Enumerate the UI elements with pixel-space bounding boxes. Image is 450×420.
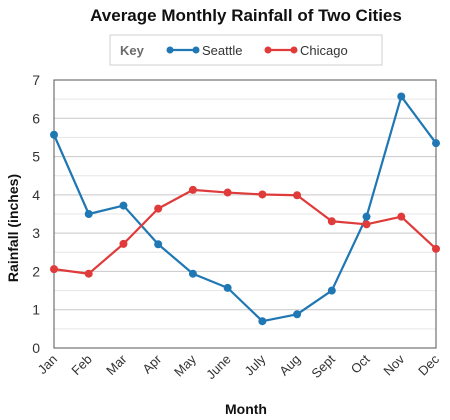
x-axis-title: Month xyxy=(225,401,267,417)
legend-title: Key xyxy=(120,43,145,58)
legend: Key Seattle Chicago xyxy=(109,34,383,66)
x-tick-label: Sept xyxy=(308,351,338,381)
data-point-chicago xyxy=(223,188,232,197)
data-point-seattle xyxy=(188,269,197,278)
data-point-chicago xyxy=(119,239,128,248)
x-tick-label: May xyxy=(171,351,199,379)
legend-marker xyxy=(290,46,298,54)
data-point-chicago xyxy=(432,244,440,253)
data-point-seattle xyxy=(223,283,232,292)
y-tick-label: 5 xyxy=(32,149,40,165)
y-tick-label: 1 xyxy=(32,302,40,318)
x-tick-label: Dec xyxy=(415,351,442,378)
series-seattle xyxy=(50,92,440,326)
x-tick-label: Oct xyxy=(348,351,373,376)
data-point-seattle xyxy=(119,201,128,210)
data-point-seattle xyxy=(258,317,267,326)
series-chicago xyxy=(50,185,440,278)
data-point-seattle xyxy=(84,210,93,218)
legend-label: Chicago xyxy=(300,43,348,58)
legend-item-chicago: Chicago xyxy=(264,43,348,58)
y-tick-label: 3 xyxy=(32,225,40,241)
data-point-seattle xyxy=(362,212,371,221)
legend-marker xyxy=(192,46,200,54)
y-tick-label: 2 xyxy=(32,263,40,279)
data-point-seattle xyxy=(293,310,302,319)
data-point-chicago xyxy=(327,217,336,226)
data-point-chicago xyxy=(154,204,163,213)
x-tick-label: Nov xyxy=(380,351,407,378)
data-point-seattle xyxy=(432,139,440,148)
plot-frame xyxy=(53,79,437,349)
data-point-chicago xyxy=(362,220,371,229)
x-tick-label: June xyxy=(203,352,234,383)
legend-box xyxy=(109,34,383,66)
data-point-seattle xyxy=(154,240,163,249)
data-point-chicago xyxy=(258,190,267,199)
series-line-chicago xyxy=(53,188,437,275)
data-point-chicago xyxy=(50,265,58,274)
x-tick-label: Feb xyxy=(68,352,94,378)
data-point-chicago xyxy=(293,191,302,200)
data-point-seattle xyxy=(50,130,58,139)
series-line-seattle xyxy=(52,95,437,323)
x-tick-label: July xyxy=(242,351,269,378)
chart-title: Average Monthly Rainfall of Two Cities xyxy=(90,6,402,25)
data-point-chicago xyxy=(188,185,197,194)
x-tick-label: Mar xyxy=(103,351,130,378)
data-point-seattle xyxy=(327,286,336,295)
y-tick-label: 7 xyxy=(32,72,40,88)
y-axis-title: Rainfall (inches) xyxy=(5,174,21,282)
data-point-chicago xyxy=(397,212,406,221)
legend-marker xyxy=(264,46,272,54)
legend-label: Seattle xyxy=(202,43,242,58)
data-point-chicago xyxy=(84,269,93,278)
legend-item-seattle: Seattle xyxy=(166,43,242,58)
y-tick-label: 0 xyxy=(32,340,40,356)
y-tick-label: 6 xyxy=(32,110,40,126)
x-tick-label: Aug xyxy=(276,352,303,379)
data-point-seattle xyxy=(397,92,406,101)
x-tick-label: Apr xyxy=(139,351,164,376)
y-tick-label: 4 xyxy=(32,187,40,203)
legend-marker xyxy=(166,46,174,54)
